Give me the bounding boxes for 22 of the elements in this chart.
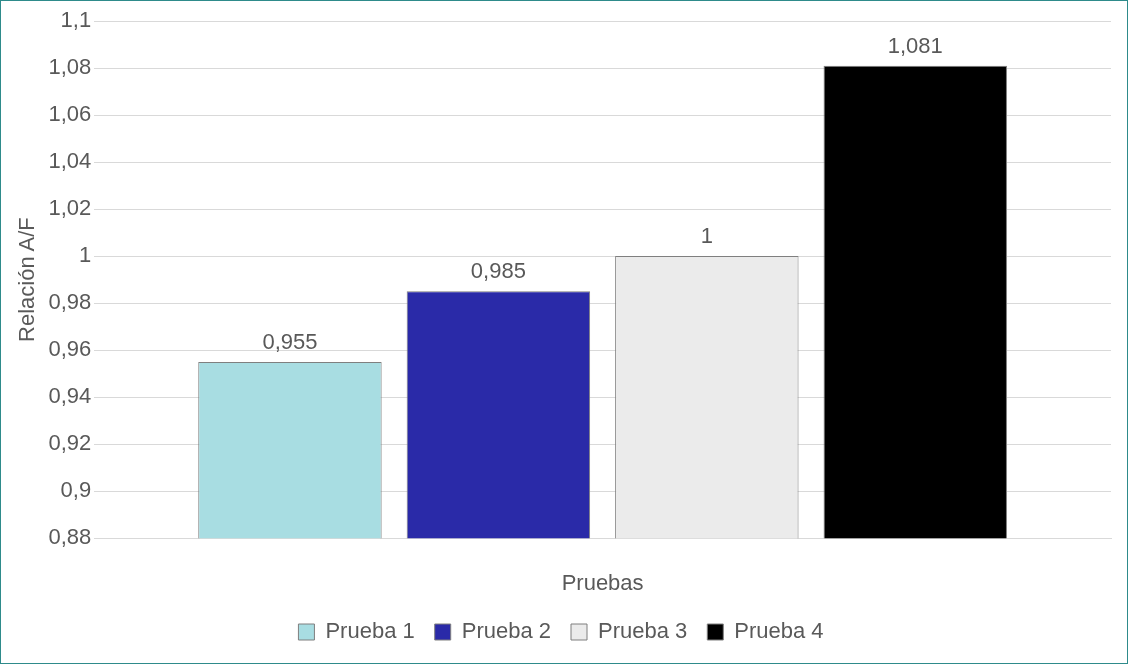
y-tick-label: 0,88 [48,524,92,550]
y-tick-label: 0,96 [48,336,92,362]
data-label: 1 [700,223,713,249]
y-tick-label: 1,02 [48,195,92,221]
y-tick-label: 1,1 [60,7,92,33]
y-tick-label: 1,08 [48,54,92,80]
data-label: 0,955 [262,328,318,354]
x-axis-title: Pruebas [561,569,644,595]
y-tick-label: 1,06 [48,101,92,127]
y-tick-label: 1 [78,242,92,268]
legend-label: Prueba 2 [461,618,552,644]
legend-label: Prueba 3 [598,618,688,644]
y-tick-label: 0,9 [60,477,92,503]
data-label: 1,081 [887,32,943,58]
data-label: 0,985 [470,258,526,284]
y-tick-label: 1,04 [48,148,92,174]
legend-label: Prueba 1 [325,618,415,644]
y-tick-label: 0,94 [48,383,92,409]
y-tick-label: 0,98 [48,289,92,315]
legend-label: Prueba 4 [734,618,824,644]
y-tick-label: 0,92 [48,430,92,456]
y-axis-title: Relación A/F [14,217,40,342]
